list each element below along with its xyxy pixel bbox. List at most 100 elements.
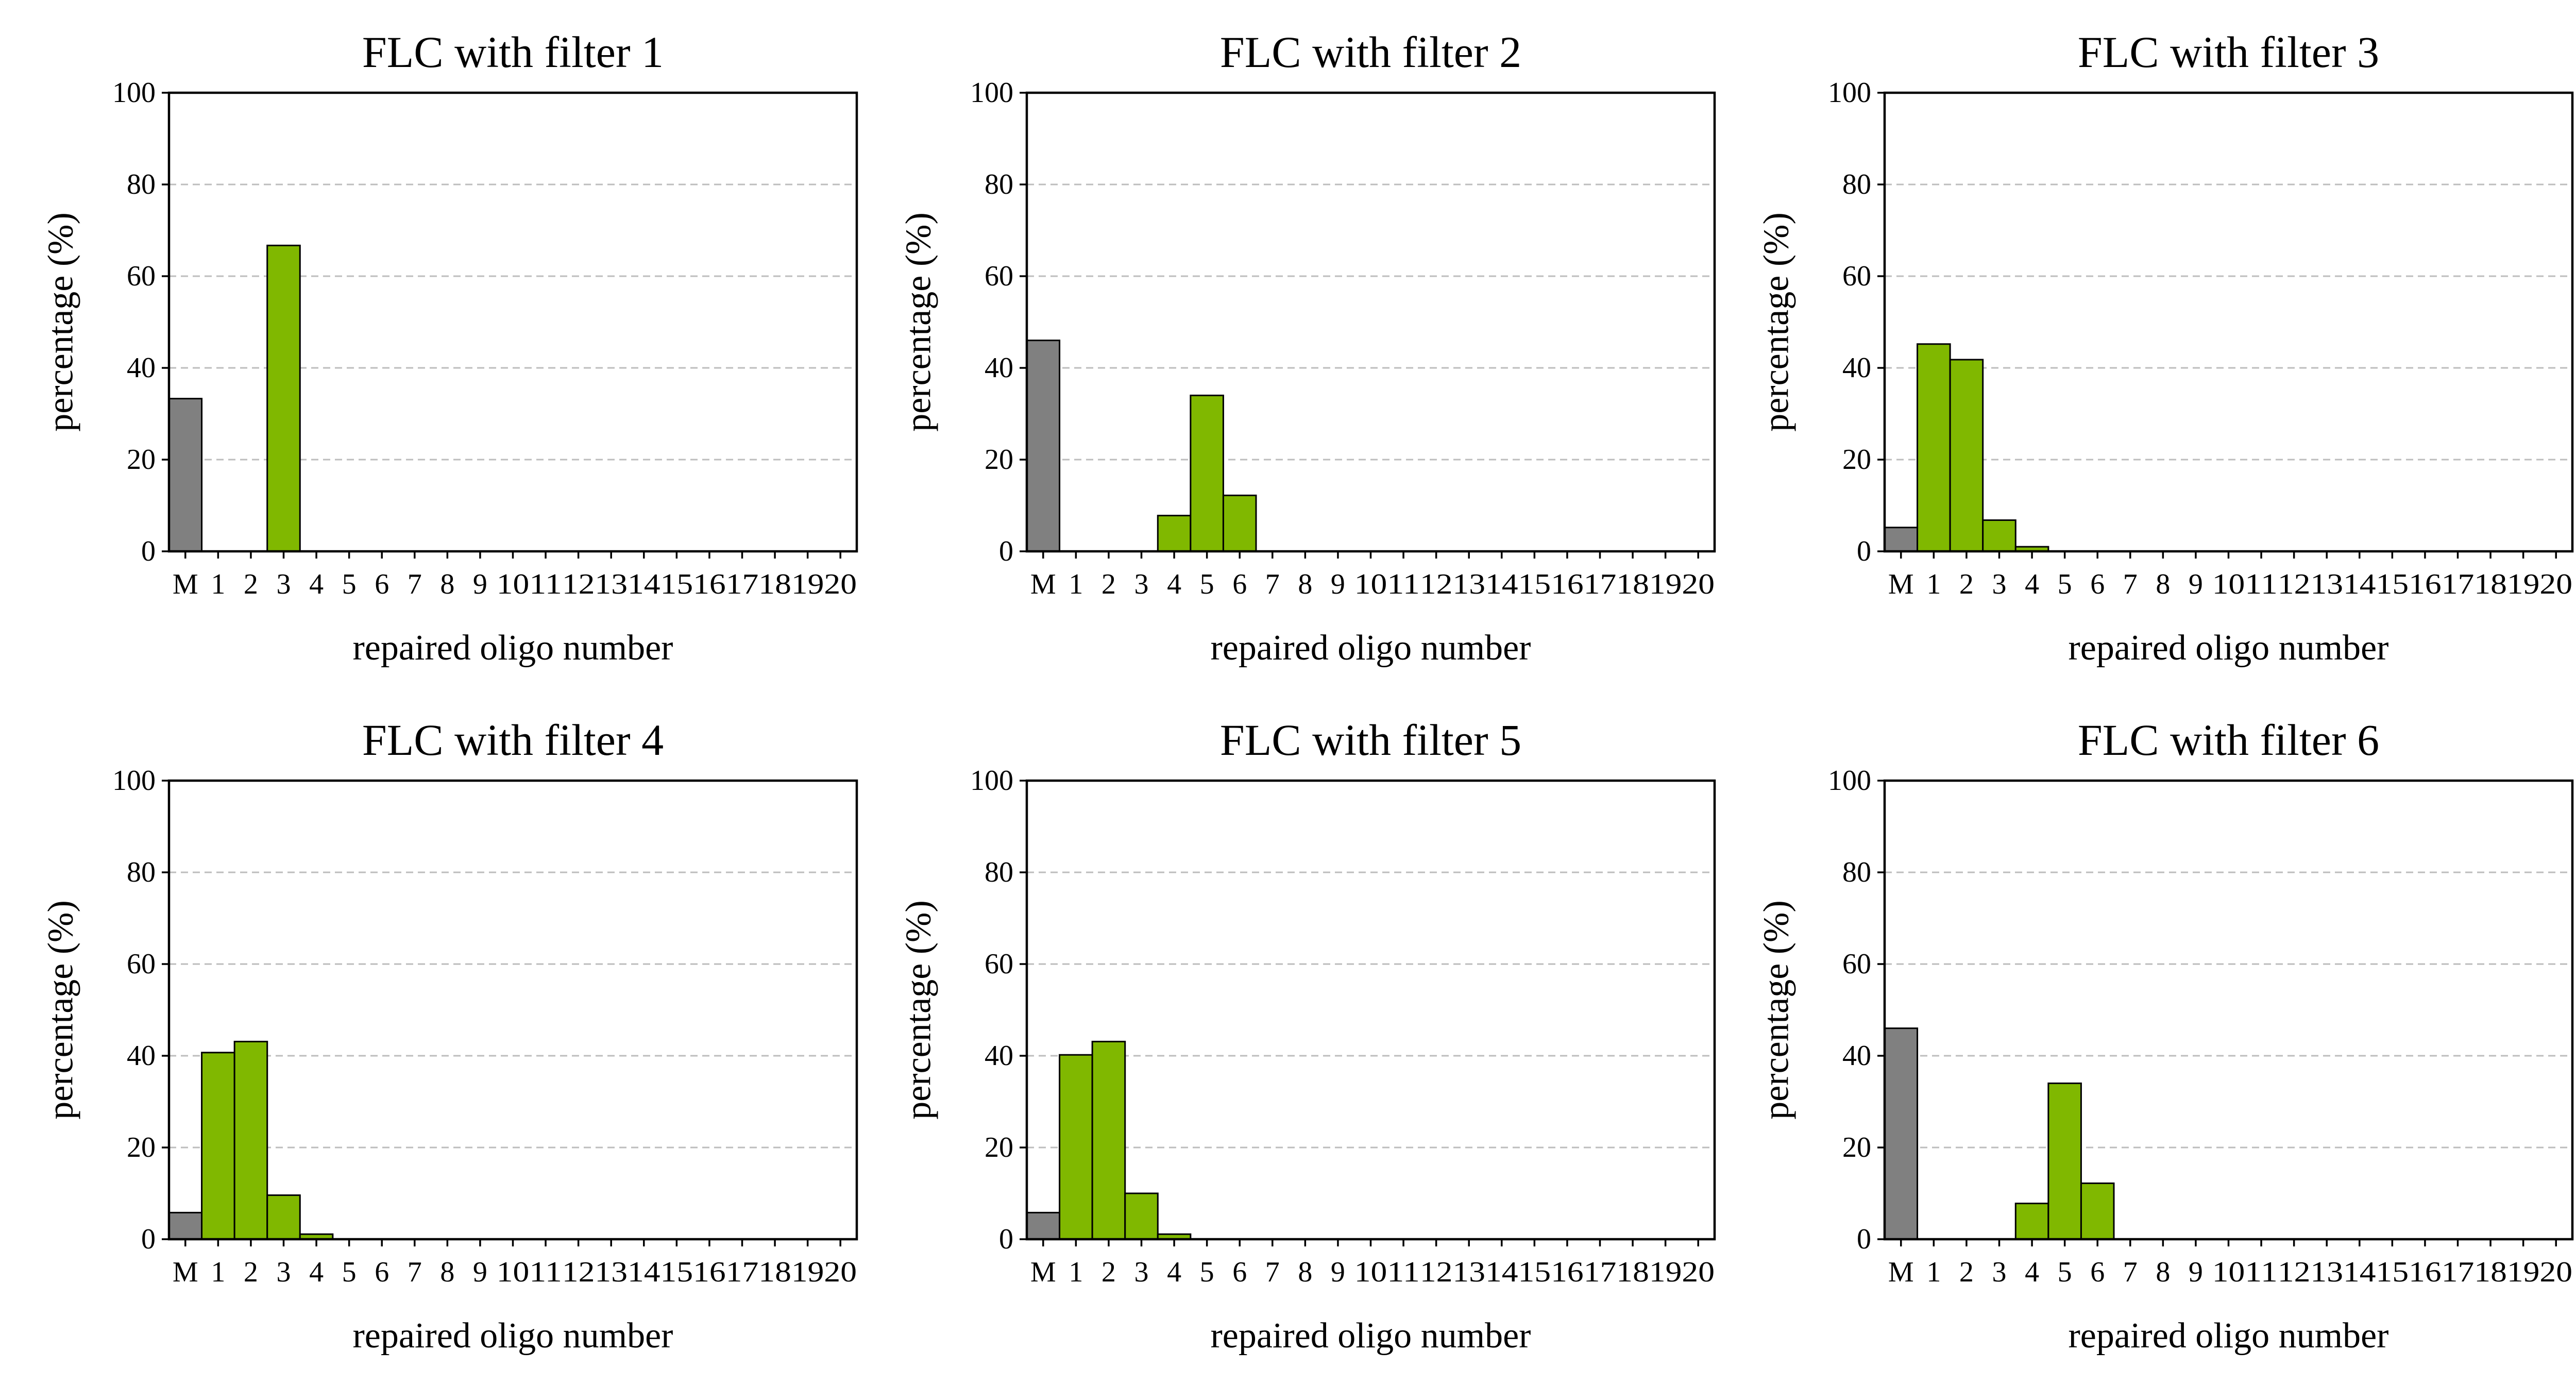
x-tick-label: 18 <box>1616 568 1649 600</box>
x-tick-label: M <box>173 568 198 600</box>
x-tick-label: 7 <box>2123 1256 2138 1288</box>
x-tick-label: 15 <box>1518 1256 1551 1288</box>
y-axis-label: percentage (%) <box>1757 900 1797 1120</box>
x-tick-label: 16 <box>2409 568 2442 600</box>
x-tick-label: 1 <box>1069 1256 1083 1288</box>
y-tick-label: 80 <box>985 856 1013 888</box>
x-axis-label: repaired oligo number <box>1210 1316 1531 1356</box>
x-tick-label: 13 <box>1452 568 1485 600</box>
bar-6 <box>1222 494 1257 552</box>
x-tick-label: 4 <box>309 568 324 600</box>
x-tick-label: 14 <box>2343 568 2376 600</box>
chart-title: FLC with filter 3 <box>2078 27 2379 77</box>
x-tick-label: 8 <box>440 1256 454 1288</box>
x-tick-label: 9 <box>2189 1256 2203 1288</box>
bar-6 <box>2080 1182 2115 1240</box>
bar-4 <box>1157 515 1192 552</box>
x-tick-label: M <box>1888 568 1914 600</box>
x-tick-label: 19 <box>791 1256 824 1288</box>
x-axis-label: repaired oligo number <box>2068 628 2388 668</box>
y-tick-label: 20 <box>985 1132 1013 1163</box>
bar-2 <box>233 1040 268 1240</box>
x-tick-label: 4 <box>2025 1256 2039 1288</box>
x-tick-label: 17 <box>1584 1256 1617 1288</box>
x-tick-label: 14 <box>628 1256 660 1288</box>
chart-title: FLC with filter 6 <box>2078 715 2379 765</box>
x-tick-label: 8 <box>440 568 454 600</box>
x-tick-label: 3 <box>1134 1256 1149 1288</box>
x-tick-label: 6 <box>375 1256 389 1288</box>
x-tick-label: 5 <box>1200 1256 1214 1288</box>
x-tick-label: 19 <box>1649 1256 1682 1288</box>
y-tick-label: 80 <box>127 168 156 200</box>
x-tick-label: 6 <box>1232 1256 1247 1288</box>
y-tick-label: 40 <box>985 352 1013 384</box>
x-tick-label: 8 <box>2156 1256 2170 1288</box>
x-tick-label: 15 <box>2376 568 2409 600</box>
plot-frame <box>167 779 858 1241</box>
bar-M <box>1026 340 1061 552</box>
x-tick-label: 5 <box>1200 568 1214 600</box>
y-tick-label: 80 <box>127 856 156 888</box>
x-tick-label: 1 <box>1069 568 1083 600</box>
x-tick-label: 17 <box>726 568 759 600</box>
bar-2 <box>1949 359 1984 552</box>
x-tick-label: M <box>1030 568 1056 600</box>
y-tick-label: 0 <box>1857 1223 1871 1255</box>
x-tick-label: 7 <box>2123 568 2138 600</box>
x-axis-label: repaired oligo number <box>352 628 673 668</box>
chart-title: FLC with filter 2 <box>1220 27 1521 77</box>
x-tick-label: 20 <box>2539 568 2572 600</box>
bar-M <box>1884 1027 1919 1240</box>
x-tick-label: 10 <box>1354 1256 1387 1288</box>
y-tick-label: 80 <box>1842 856 1871 888</box>
x-tick-label: 7 <box>1265 568 1280 600</box>
x-tick-label: 14 <box>1485 568 1518 600</box>
y-tick-label: 0 <box>1857 535 1871 567</box>
y-tick-label: 100 <box>970 765 1013 797</box>
x-tick-label: 11 <box>2245 568 2278 600</box>
y-axis-label: percentage (%) <box>899 900 939 1120</box>
x-tick-label: 9 <box>473 568 487 600</box>
bar-M <box>1884 527 1919 552</box>
y-tick-label: 60 <box>127 260 156 292</box>
x-tick-label: 8 <box>1298 568 1312 600</box>
x-tick-label: 9 <box>1331 568 1345 600</box>
x-tick-label: 16 <box>1551 568 1584 600</box>
x-tick-label: 2 <box>1959 568 1974 600</box>
y-tick-label: 0 <box>999 535 1013 567</box>
bar-3 <box>266 244 301 552</box>
x-tick-label: 17 <box>1584 568 1617 600</box>
x-tick-label: 8 <box>2156 568 2170 600</box>
x-axis-label: repaired oligo number <box>1210 628 1531 668</box>
x-tick-label: 5 <box>342 568 357 600</box>
y-tick-label: 20 <box>127 1132 156 1163</box>
x-tick-label: 17 <box>726 1256 759 1288</box>
x-tick-label: 3 <box>277 568 291 600</box>
x-tick-label: 2 <box>1101 568 1116 600</box>
x-tick-label: 12 <box>1420 1256 1453 1288</box>
x-axis-label: repaired oligo number <box>352 1316 673 1356</box>
x-tick-label: 3 <box>277 1256 291 1288</box>
x-tick-label: 10 <box>2212 1256 2245 1288</box>
x-tick-label: 19 <box>2507 568 2540 600</box>
y-tick-label: 60 <box>985 260 1013 292</box>
x-tick-label: 13 <box>1452 1256 1485 1288</box>
x-tick-label: 1 <box>211 568 225 600</box>
x-tick-label: 13 <box>595 568 628 600</box>
y-tick-label: 0 <box>141 1223 156 1255</box>
y-tick-label: 60 <box>1842 948 1871 980</box>
x-tick-label: 11 <box>529 568 562 600</box>
chart-title: FLC with filter 5 <box>1220 715 1521 765</box>
x-tick-label: 15 <box>660 568 693 600</box>
x-tick-label: 6 <box>2090 568 2105 600</box>
y-tick-label: 100 <box>970 77 1013 109</box>
x-tick-label: 13 <box>595 1256 628 1288</box>
x-tick-label: 19 <box>2507 1256 2540 1288</box>
